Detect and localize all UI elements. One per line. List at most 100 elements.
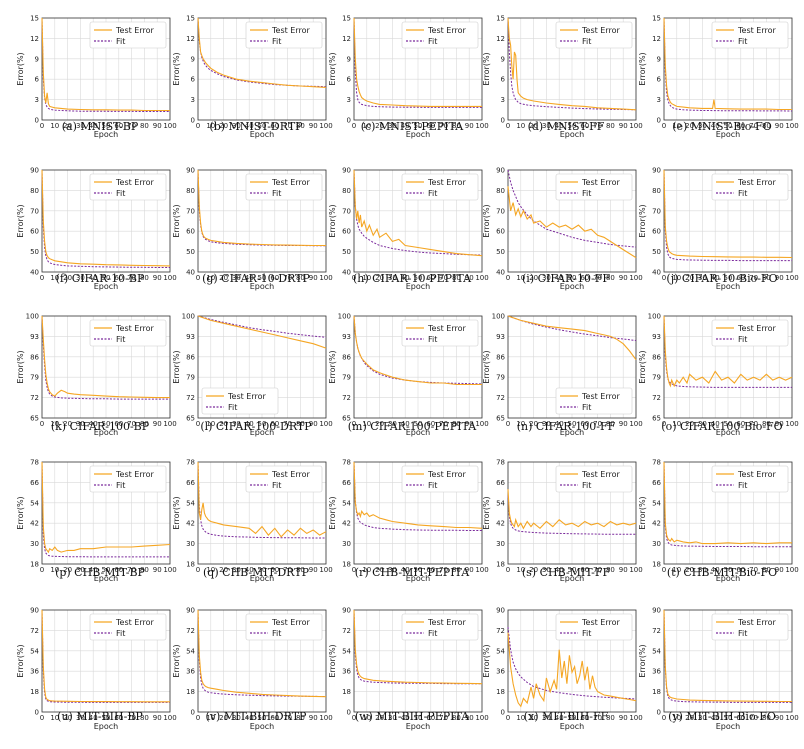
y-axis-label: Error(%) (638, 204, 647, 237)
x-tick-label: 20 (63, 122, 72, 130)
legend-entry: Test Error (427, 470, 467, 479)
x-tick-label: 80 (140, 420, 149, 428)
series-line-test-error (41, 609, 170, 703)
x-tick-label: 30 (542, 274, 551, 282)
x-tick-label: 70 (283, 274, 292, 282)
chart-panel: 0 10 20 30 40 50 60 70 80 90 100 18 30 42 54 66 78 Epoch E… (16, 459, 177, 584)
x-tick-label: 20 (63, 714, 72, 722)
x-tick-label: 0 (196, 420, 200, 428)
x-tick-label: 80 (140, 714, 149, 722)
chart-panel: 0 10 20 30 40 50 60 70 80 90 100 0 3 6 9 12 15 Epoch Error… (638, 15, 799, 140)
x-axis-label: Epoch (94, 428, 119, 437)
x-tick-label: 80 (606, 274, 615, 282)
x-tick-label: 40 (245, 420, 254, 428)
x-tick-label: 80 (606, 122, 615, 130)
y-tick-label: 100 (648, 313, 661, 321)
y-tick-label: 9 (191, 55, 195, 63)
y-tick-label: 0 (35, 117, 39, 125)
x-tick-label: 30 (232, 274, 241, 282)
panel-caption: (g) CIFAR-10-DRTP (202, 272, 310, 285)
y-tick-label: 18 (30, 561, 39, 569)
plot-frame (507, 169, 637, 273)
series-line-test-error (353, 17, 482, 107)
y-axis-label: Error(%) (638, 644, 647, 677)
legend-entry: Test Error (427, 324, 467, 333)
y-axis-label: Error(%) (16, 644, 25, 677)
x-tick-label: 60 (270, 566, 279, 574)
y-tick-label: 0 (657, 709, 661, 717)
y-axis-label: Error(%) (16, 350, 25, 383)
legend-entry: Fit (116, 629, 125, 638)
series-line-test-error (507, 489, 637, 530)
legend-entry: Test Error (581, 470, 621, 479)
legend: Test Error Fit (555, 21, 633, 49)
x-tick-label: 20 (219, 714, 228, 722)
legend-entry: Test Error (271, 470, 311, 479)
x-tick-label: 100 (785, 714, 798, 722)
panel-caption: (b) MNIST-DRTP (209, 120, 303, 133)
y-tick-label: 90 (30, 167, 39, 175)
series-line-fit (41, 169, 170, 268)
legend-entry: Test Error (737, 470, 777, 479)
y-tick-label: 15 (342, 15, 351, 23)
series-line-fit (41, 315, 170, 400)
series-line-test-error (507, 632, 637, 708)
x-tick-label: 20 (63, 420, 72, 428)
x-tick-label: 90 (619, 122, 628, 130)
legend-entry: Fit (582, 403, 591, 412)
y-axis-label: Error(%) (328, 52, 337, 85)
legend-entry: Fit (428, 335, 437, 344)
x-tick-label: 90 (775, 714, 784, 722)
plot-frame (663, 461, 793, 565)
plot-frame (41, 169, 171, 273)
legend-entry: Fit (116, 189, 125, 198)
x-tick-label: 40 (401, 122, 410, 130)
x-tick-label: 70 (283, 566, 292, 574)
x-tick-label: 10 (516, 566, 525, 574)
x-tick-label: 90 (619, 714, 628, 722)
chart-panel: 0 10 20 30 40 50 60 70 80 90 100405060708090EpochE… (172, 167, 333, 292)
x-tick-label: 20 (63, 566, 72, 574)
y-tick-label: 3 (501, 96, 505, 104)
x-tick-label: 30 (388, 566, 397, 574)
x-tick-label: 70 (593, 566, 602, 574)
series-line-fit (197, 315, 327, 338)
y-tick-label: 60 (30, 228, 39, 236)
y-axis-label: Error(%) (482, 496, 491, 529)
y-tick-label: 40 (342, 269, 351, 277)
x-tick-label: 90 (153, 566, 162, 574)
legend-entry: Fit (116, 37, 125, 46)
y-tick-label: 54 (30, 499, 39, 507)
x-tick-label: 60 (736, 420, 745, 428)
panel-caption: (c) MNIST-PEPITA (361, 120, 465, 133)
series-line-fit (353, 17, 482, 108)
x-tick-label: 0 (352, 714, 356, 722)
y-tick-label: 72 (342, 627, 351, 635)
chart-panel: 0 10 20 30 40 50 60 70 80 90 100 0 3 6 9 12 15 Epoch Error… (172, 15, 333, 140)
chart-panel: 0 10 20 30 40 50 60 70 80 90 100 18 30 42 54 66 78 Epoch E… (172, 459, 333, 584)
x-tick-label: 100 (163, 122, 176, 130)
x-tick-label: 10 (206, 714, 215, 722)
legend: Test Error Fit (555, 465, 633, 493)
plot-frame (663, 17, 793, 121)
y-axis-label: Error(%) (638, 52, 647, 85)
x-tick-label: 70 (749, 566, 758, 574)
legend: Test Error Fit (201, 387, 279, 415)
legend: Test Error Fit (555, 387, 633, 415)
y-axis-label: Error(%) (328, 204, 337, 237)
x-tick-label: 100 (629, 274, 642, 282)
legend: Test Error Fit (89, 319, 167, 347)
x-tick-label: 100 (319, 714, 332, 722)
x-tick-label: 70 (127, 122, 136, 130)
y-tick-label: 54 (186, 499, 195, 507)
y-tick-label: 78 (496, 459, 505, 467)
legend-entry: Fit (116, 335, 125, 344)
x-axis-label: Epoch (716, 574, 741, 583)
x-tick-label: 0 (506, 420, 510, 428)
chart-panel: 0 10 20 30 40 50 60 70 80 90 1006572798693100Epoch… (172, 313, 333, 438)
x-tick-label: 60 (114, 122, 123, 130)
plot-frame (353, 609, 483, 713)
x-tick-label: 0 (506, 274, 510, 282)
x-tick-label: 20 (375, 122, 384, 130)
